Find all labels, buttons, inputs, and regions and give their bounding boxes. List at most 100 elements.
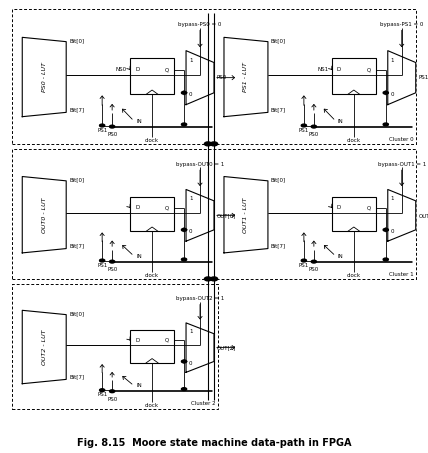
Text: NS1: NS1 [318, 67, 329, 72]
Polygon shape [22, 177, 66, 253]
Text: clock: clock [145, 273, 159, 278]
Text: Cluster 0: Cluster 0 [389, 137, 414, 142]
Text: PS1: PS1 [419, 75, 428, 80]
Text: Bit[7]: Bit[7] [271, 243, 286, 248]
Text: 0: 0 [391, 92, 394, 97]
Text: PS1: PS1 [97, 392, 107, 397]
Polygon shape [388, 189, 416, 241]
Polygon shape [224, 177, 268, 253]
Circle shape [181, 360, 187, 363]
Bar [130, 330, 174, 363]
Circle shape [100, 124, 105, 127]
Text: OUT[1]: OUT[1] [419, 213, 428, 218]
Circle shape [383, 123, 388, 126]
Circle shape [181, 92, 187, 94]
Text: PS1: PS1 [97, 128, 107, 133]
Circle shape [110, 125, 115, 128]
Bar [12, 149, 416, 279]
Bar [12, 9, 416, 144]
Text: clock: clock [347, 138, 361, 143]
Text: PS1: PS1 [97, 263, 107, 268]
Text: D: D [337, 67, 341, 72]
Text: 1: 1 [189, 329, 193, 334]
Bar [332, 58, 376, 94]
Text: clock: clock [145, 403, 159, 408]
Circle shape [110, 390, 115, 393]
Text: 1: 1 [391, 196, 394, 201]
Text: IN: IN [338, 254, 344, 259]
Text: IN: IN [136, 254, 142, 259]
Polygon shape [186, 189, 214, 241]
Text: Bit[7]: Bit[7] [69, 107, 84, 112]
Polygon shape [186, 51, 214, 105]
Text: NS0: NS0 [116, 67, 127, 72]
Circle shape [211, 277, 217, 281]
Circle shape [110, 260, 115, 263]
Text: Fig. 8.15  Moore state machine data-path in FPGA: Fig. 8.15 Moore state machine data-path … [77, 439, 351, 448]
Polygon shape [22, 37, 66, 117]
Circle shape [205, 277, 211, 281]
Text: Bit[7]: Bit[7] [271, 107, 286, 112]
Bar [12, 284, 218, 409]
Text: IN: IN [136, 119, 142, 124]
Text: bypass-PS0 = 0: bypass-PS0 = 0 [178, 22, 222, 27]
Text: Q: Q [165, 205, 169, 210]
Text: PS0 - LUT: PS0 - LUT [42, 62, 47, 92]
Circle shape [211, 142, 217, 146]
Text: bypass-OUT0 = 1: bypass-OUT0 = 1 [176, 162, 224, 167]
Text: 0: 0 [189, 229, 193, 234]
Text: PS0: PS0 [107, 397, 117, 402]
Circle shape [301, 259, 306, 262]
Text: PS0: PS0 [107, 132, 117, 137]
Text: Bit[0]: Bit[0] [69, 311, 84, 316]
Text: 0: 0 [189, 361, 193, 366]
Text: clock: clock [347, 273, 361, 278]
Text: PS0: PS0 [309, 267, 319, 272]
Circle shape [100, 389, 105, 391]
Text: D: D [135, 205, 140, 210]
Text: D: D [135, 67, 140, 72]
Bar [130, 58, 174, 94]
Circle shape [301, 124, 306, 127]
Circle shape [383, 228, 388, 231]
Text: clock: clock [145, 138, 159, 143]
Text: IN: IN [136, 383, 142, 388]
Text: 1: 1 [189, 196, 193, 201]
Text: Cluster 2: Cluster 2 [191, 401, 216, 406]
Text: bypass-OUT1 = 1: bypass-OUT1 = 1 [377, 162, 426, 167]
Text: D: D [135, 338, 140, 343]
Circle shape [311, 260, 316, 263]
Circle shape [100, 259, 105, 262]
Text: PS0: PS0 [217, 75, 227, 80]
Circle shape [383, 258, 388, 261]
Text: 0: 0 [189, 92, 193, 97]
Text: Q: Q [366, 67, 371, 72]
Circle shape [181, 388, 187, 390]
Text: Bit[0]: Bit[0] [69, 38, 84, 43]
Circle shape [383, 92, 388, 94]
Text: PS0: PS0 [309, 132, 319, 137]
Polygon shape [22, 310, 66, 384]
Circle shape [181, 258, 187, 261]
Text: OUT1 - LUT: OUT1 - LUT [244, 197, 249, 232]
Bar [130, 197, 174, 231]
Text: Q: Q [165, 338, 169, 343]
Text: PS1 - LUT: PS1 - LUT [244, 62, 249, 92]
Text: Bit[0]: Bit[0] [69, 177, 84, 182]
Text: Bit[7]: Bit[7] [69, 243, 84, 248]
Text: Bit[0]: Bit[0] [271, 38, 286, 43]
Text: 1: 1 [391, 58, 394, 63]
Text: 0: 0 [391, 229, 394, 234]
Circle shape [181, 228, 187, 231]
Bar [332, 197, 376, 231]
Text: Bit[0]: Bit[0] [271, 177, 286, 182]
Polygon shape [186, 323, 214, 372]
Text: Bit[7]: Bit[7] [69, 374, 84, 379]
Text: bypass-OUT2 = 1: bypass-OUT2 = 1 [176, 296, 224, 301]
Text: PS0: PS0 [107, 267, 117, 272]
Text: PS1: PS1 [299, 128, 309, 133]
Circle shape [205, 142, 211, 146]
Text: IN: IN [338, 119, 344, 124]
Text: Q: Q [366, 205, 371, 210]
Circle shape [311, 125, 316, 128]
